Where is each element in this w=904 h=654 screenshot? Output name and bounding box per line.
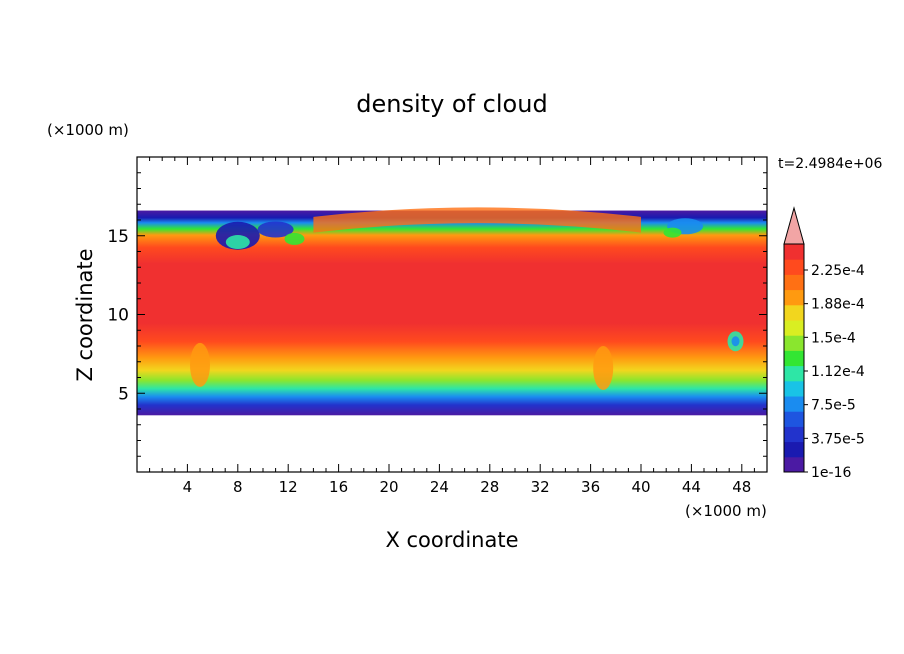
colorbar: 2.25e-4 1.88e-4 1.5e-4 1.12e-4 7.5e-5 3.75e-5… [783,206,865,481]
x-tick-label: 44 [682,478,701,496]
colorbar-swatch [784,365,804,382]
colorbar-label: 3.75e-5 [811,431,865,447]
y-tick-label: 10 [107,306,129,326]
cloud-density-field [137,207,767,416]
colorbar-swatch [784,441,804,458]
x-axis-label: X coordinate [385,528,518,552]
x-tick-label: 48 [732,478,751,496]
x-tick-label: 40 [631,478,650,496]
colorbar-swatch [784,259,804,275]
x-tick-label: 32 [531,478,550,496]
x-tick-label: 20 [379,478,398,496]
colorbar-label: 1.5e-4 [811,330,856,346]
colorbar-swatch [784,350,804,367]
colorbar-swatch [784,456,804,473]
colorbar-swatch [784,320,804,336]
x-tick-label: 12 [279,478,298,496]
colorbar-label: 1.88e-4 [811,297,865,313]
colorbar-swatch [784,244,804,260]
colorbar-swatch [784,426,804,443]
colorbar-label: 2.25e-4 [811,263,865,279]
cloud-eddy [731,336,740,347]
cloud-eddy [257,221,294,238]
cloud-bump [190,342,210,387]
colorbar-swatch [784,274,804,291]
cloud-eddy [225,235,250,250]
x-tick-label: 16 [329,478,348,496]
colorbar-swatch [784,304,804,321]
x-unit-label: (×1000 m) [685,502,767,520]
cloud-eddy [663,227,682,238]
x-tick-label: 36 [581,478,600,496]
colorbar-swatch [784,289,804,306]
colorbar-extend-triangle [783,206,805,245]
x-tick-label: 8 [233,478,243,496]
x-tick-label: 28 [480,478,499,496]
time-label: t=2.4984e+06 [778,156,882,172]
colorbar-swatch [784,335,804,351]
x-tick-label: 24 [430,478,449,496]
y-tick-label: 5 [118,384,129,404]
colorbar-label: 1.12e-4 [811,364,865,380]
colorbar-label: 7.5e-5 [811,398,856,414]
y-axis-label: Z coordinate [73,248,97,381]
cloud-top-dome [313,207,641,233]
colorbar-swatch [784,396,804,412]
y-unit-label: (×1000 m) [47,121,129,139]
cloud-bump [593,346,614,391]
colorbar-swatch [784,411,804,427]
x-tick-label: 4 [183,478,193,496]
y-tick-label: 15 [107,227,129,247]
chart-title: density of cloud [356,90,547,118]
colorbar-frame [783,243,805,473]
cloud-eddy [284,232,305,245]
colorbar-swatch [784,380,804,397]
colorbar-label: 1e-16 [811,465,851,481]
